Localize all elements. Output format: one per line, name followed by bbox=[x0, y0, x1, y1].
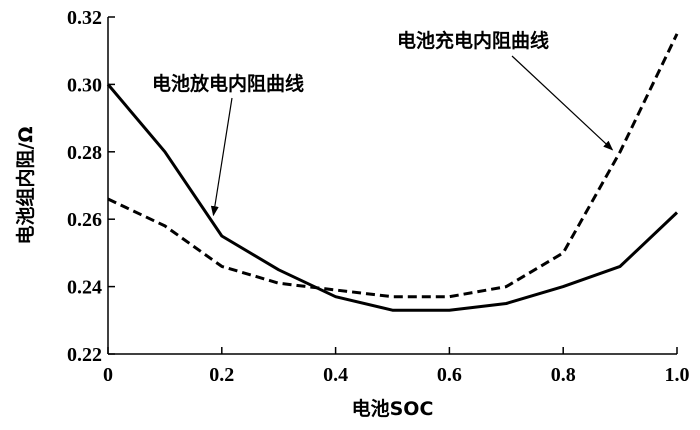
discharge-curve-label: 电池放电内阻曲线 bbox=[152, 72, 304, 95]
discharge-resistance-line bbox=[106, 83, 679, 312]
y-tick-label: 0.24 bbox=[67, 277, 102, 299]
y-axis-title: 电池组内阻/Ω bbox=[14, 126, 37, 244]
series-group bbox=[106, 33, 679, 312]
charge-resistance-line bbox=[107, 33, 679, 299]
axis-ticks: 0 0.2 0.4 0.6 0.8 1.0 0.22 0.24 0.26 0.28 0.30 0.32 bbox=[67, 7, 690, 386]
x-tick-label: 0.2 bbox=[209, 364, 234, 386]
y-tick-label: 0.22 bbox=[67, 344, 102, 366]
charge-curve-label: 电池充电内阻曲线 bbox=[397, 29, 549, 52]
x-axis-title: 电池SOC bbox=[352, 397, 434, 420]
y-tick-label: 0.30 bbox=[67, 74, 102, 96]
y-tick-label: 0.26 bbox=[67, 209, 102, 231]
x-tick-label: 0.8 bbox=[551, 364, 576, 386]
y-tick-label: 0.32 bbox=[67, 7, 102, 29]
discharge-label-arrow bbox=[210, 97, 233, 217]
annotations: 电池放电内阻曲线 电池充电内阻曲线 bbox=[152, 29, 614, 217]
x-tick-label: 1.0 bbox=[665, 364, 690, 386]
charge-label-arrow bbox=[511, 55, 614, 151]
x-tick-label: 0 bbox=[103, 364, 113, 386]
x-tick-label: 0.4 bbox=[323, 364, 348, 386]
y-tick-label: 0.28 bbox=[67, 142, 102, 164]
plot-frame bbox=[107, 17, 677, 355]
x-tick-label: 0.6 bbox=[437, 364, 462, 386]
